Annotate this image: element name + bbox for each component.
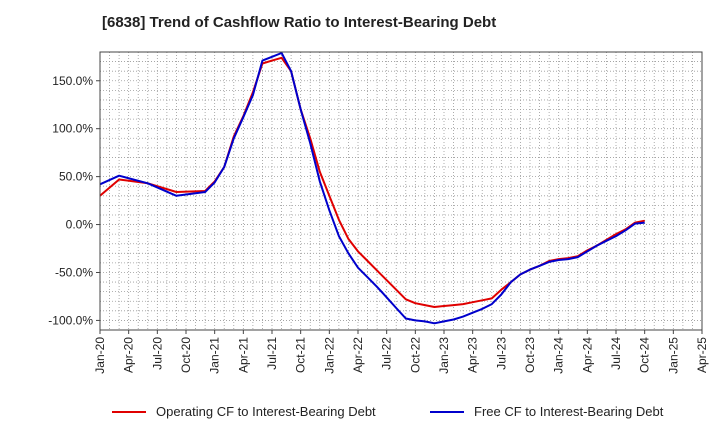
x-tick-label: Jan-22 bbox=[322, 337, 336, 374]
x-tick-label: Jan-23 bbox=[437, 337, 451, 374]
y-tick-label: -50.0% bbox=[55, 265, 93, 279]
x-tick-label: Apr-21 bbox=[236, 337, 250, 373]
chart-legend: Operating CF to Interest-Bearing Debt Fr… bbox=[0, 404, 720, 426]
x-tick-label: Jul-20 bbox=[150, 337, 164, 370]
x-tick-label: Jan-25 bbox=[666, 337, 680, 374]
y-tick-label: 100.0% bbox=[52, 122, 93, 136]
series-line-free-cf bbox=[99, 52, 645, 325]
x-tick-label: Apr-20 bbox=[122, 337, 136, 373]
x-tick-label: Oct-22 bbox=[408, 337, 422, 373]
series-lines bbox=[99, 52, 645, 325]
legend-label-free-cf: Free CF to Interest-Bearing Debt bbox=[474, 404, 664, 419]
x-tick-label: Jul-23 bbox=[494, 337, 508, 370]
x-tick-label: Jul-22 bbox=[380, 337, 394, 370]
legend-item-operating-cf: Operating CF to Interest-Bearing Debt bbox=[112, 404, 376, 419]
legend-swatch-operating-cf bbox=[112, 410, 146, 413]
x-tick-label: Apr-23 bbox=[466, 337, 480, 373]
x-tick-label: Jan-21 bbox=[208, 337, 222, 374]
y-axis-ticks: -100.0% -50.0% 0.0% 50.0% 100.0% 150.0% bbox=[48, 74, 100, 327]
x-tick-label: Oct-21 bbox=[294, 337, 308, 373]
series-line-operating-cf bbox=[99, 56, 645, 308]
x-tick-label: Oct-24 bbox=[638, 337, 652, 373]
y-tick-label: 50.0% bbox=[59, 170, 93, 184]
grid-lines bbox=[100, 52, 702, 330]
x-tick-label: Apr-25 bbox=[695, 337, 709, 373]
x-tick-label: Jul-24 bbox=[609, 337, 623, 370]
y-tick-label: 0.0% bbox=[66, 218, 94, 232]
x-axis-ticks: Jan-20 Apr-20 Jul-20 Oct-20 Jan-21 Apr-21 Jul-… bbox=[93, 330, 709, 374]
x-tick-label: Apr-22 bbox=[351, 337, 365, 373]
x-tick-label: Jan-24 bbox=[552, 337, 566, 374]
x-tick-label: Oct-23 bbox=[523, 337, 537, 373]
y-tick-label: 150.0% bbox=[52, 74, 93, 88]
y-tick-label: -100.0% bbox=[48, 313, 93, 327]
legend-label-operating-cf: Operating CF to Interest-Bearing Debt bbox=[156, 404, 376, 419]
legend-item-free-cf: Free CF to Interest-Bearing Debt bbox=[430, 404, 663, 419]
x-tick-label: Jul-21 bbox=[265, 337, 279, 370]
x-tick-label: Oct-20 bbox=[179, 337, 193, 373]
chart-title: [6838] Trend of Cashflow Ratio to Intere… bbox=[102, 14, 497, 31]
x-tick-label: Jan-20 bbox=[93, 337, 107, 374]
x-tick-label: Apr-24 bbox=[580, 337, 594, 373]
legend-swatch-free-cf bbox=[430, 410, 464, 413]
plot-frame bbox=[99, 51, 703, 331]
